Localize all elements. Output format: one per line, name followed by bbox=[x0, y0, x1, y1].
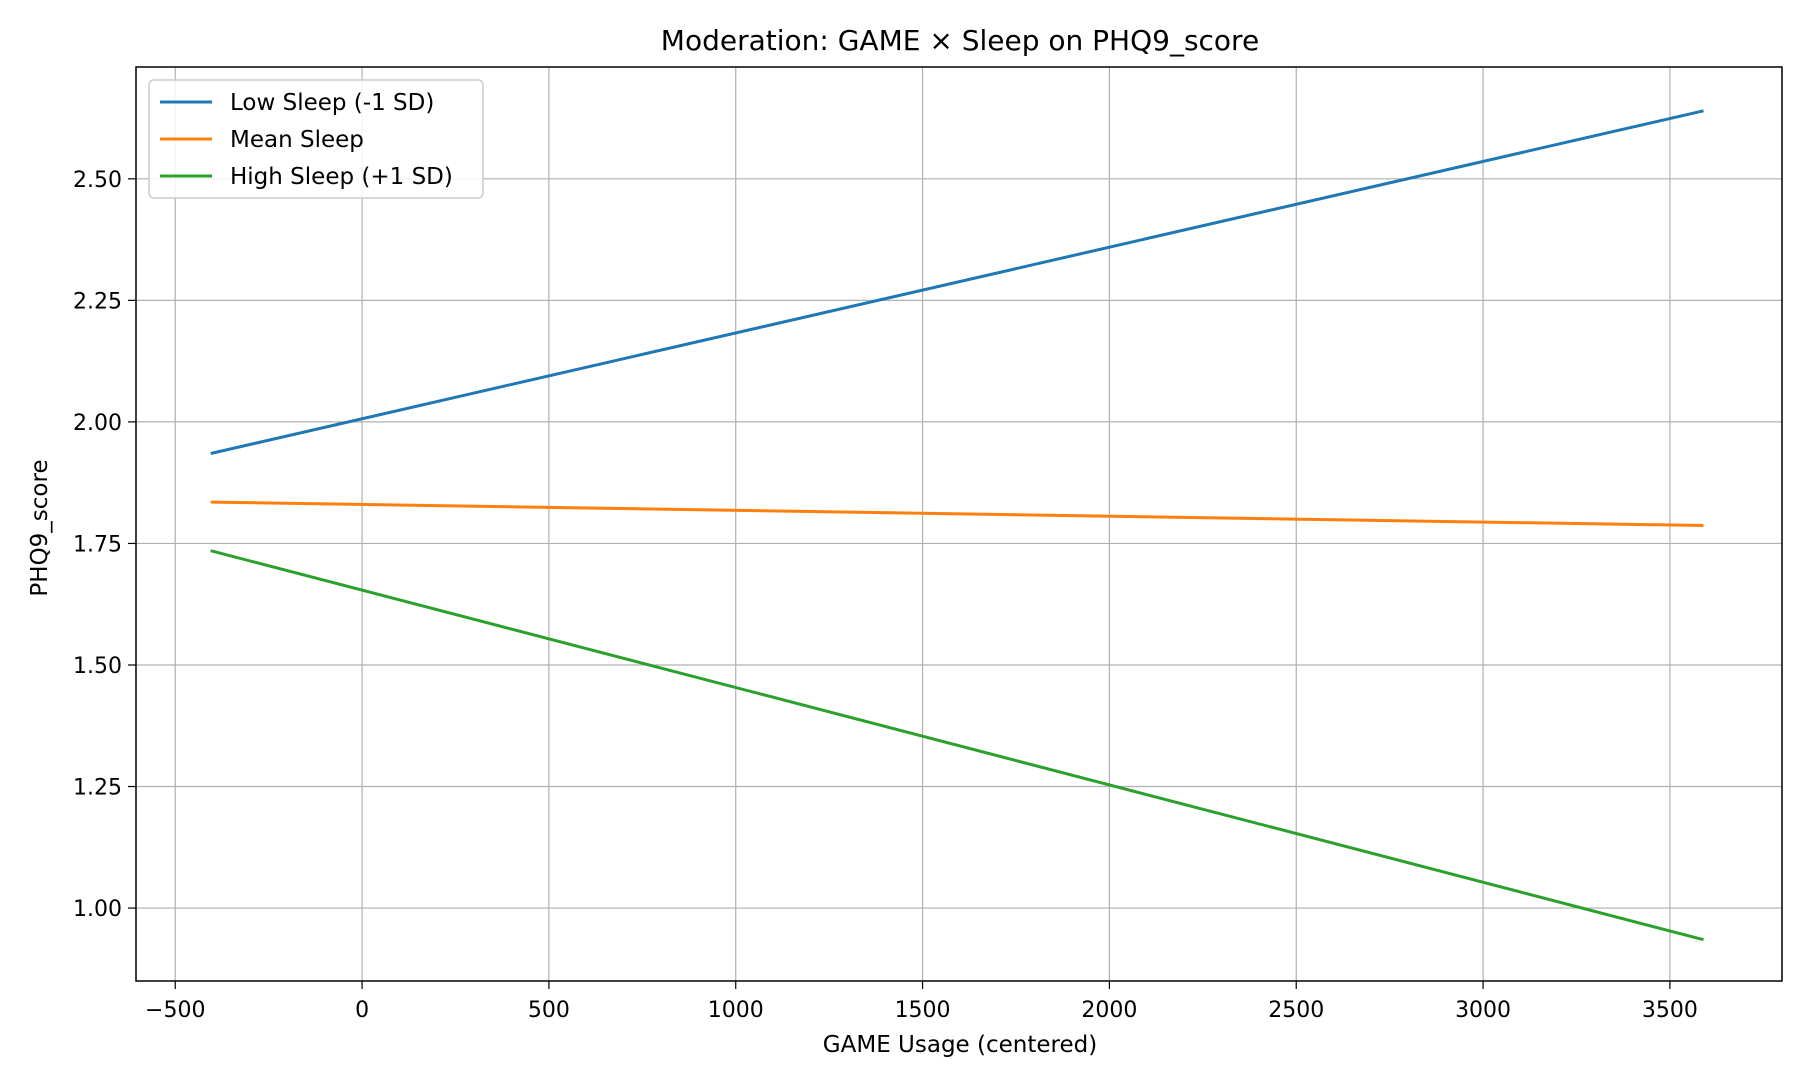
legend: Low Sleep (-1 SD) Mean Sleep High Sleep (+… bbox=[148, 79, 484, 199]
y-tick-label: 2.00 bbox=[73, 411, 122, 436]
ticks-layer: −500 0 500 1000 1500 2000 2500 3000 3500 1.00 1.25… bbox=[73, 168, 1698, 1023]
x-tick-label: 2000 bbox=[1081, 998, 1137, 1023]
series-line-2 bbox=[210, 500, 1704, 527]
chart-title: Moderation: GAME × Sleep on PHQ9_score bbox=[661, 24, 1259, 57]
legend-label: High Sleep (+1 SD) bbox=[230, 164, 453, 190]
series-line-3 bbox=[210, 549, 1704, 942]
series-layer bbox=[210, 109, 1704, 942]
x-axis-label: GAME Usage (centered) bbox=[823, 1032, 1097, 1058]
x-tick-label: −500 bbox=[145, 998, 205, 1023]
legend-box bbox=[148, 79, 484, 199]
legend-label: Low Sleep (-1 SD) bbox=[230, 90, 434, 116]
y-axis-label: PHQ9_score bbox=[27, 459, 53, 596]
y-tick-label: 2.25 bbox=[73, 289, 122, 314]
y-tick-label: 2.50 bbox=[73, 168, 122, 193]
x-tick-label: 0 bbox=[355, 998, 369, 1023]
x-tick-label: 1000 bbox=[708, 998, 764, 1023]
x-tick-label: 500 bbox=[528, 998, 570, 1023]
y-tick-label: 1.25 bbox=[73, 776, 122, 801]
y-tick-label: 1.50 bbox=[73, 654, 122, 679]
x-tick-label: 3500 bbox=[1642, 998, 1698, 1023]
y-tick-label: 1.00 bbox=[73, 897, 122, 922]
y-tick-label: 1.75 bbox=[73, 532, 122, 557]
plot-frame bbox=[135, 66, 1783, 982]
x-tick-label: 2500 bbox=[1268, 998, 1324, 1023]
grid-layer bbox=[136, 67, 1782, 981]
legend-label: Mean Sleep bbox=[230, 127, 364, 153]
x-tick-label: 3000 bbox=[1455, 998, 1511, 1023]
x-tick-label: 1500 bbox=[895, 998, 951, 1023]
series-line-1 bbox=[210, 109, 1704, 455]
